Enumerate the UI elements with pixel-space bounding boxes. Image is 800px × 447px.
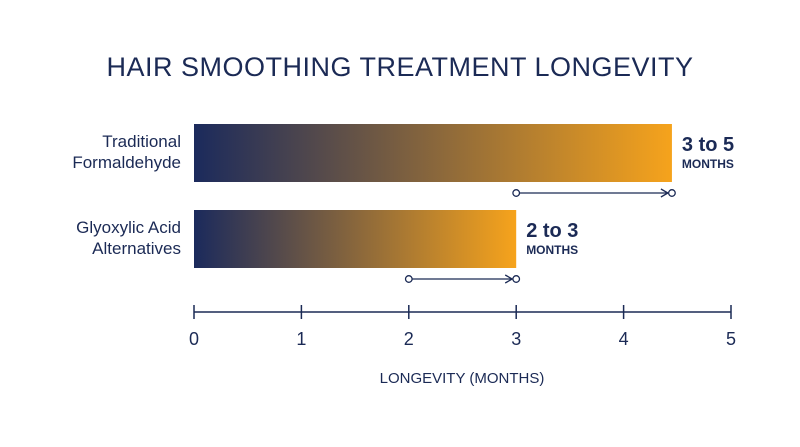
chart-title: HAIR SMOOTHING TREATMENT LONGEVITY: [106, 52, 693, 82]
x-tick-label: 1: [296, 329, 306, 349]
range-end-marker: [512, 275, 521, 283]
x-tick-label: 5: [726, 329, 736, 349]
range-start-marker: [512, 189, 521, 197]
range-arrow-head: [504, 274, 514, 284]
category-label-line: Glyoxylic Acid: [76, 218, 181, 237]
category-label-line: Formaldehyde: [72, 153, 181, 172]
category-label-line: Traditional: [102, 132, 181, 151]
x-tick-label: 0: [189, 329, 199, 349]
category-label-line: Alternatives: [92, 239, 181, 258]
range-arrow-head: [660, 188, 670, 198]
x-axis: 0 1 2 3 4 5: [189, 305, 736, 349]
category-labels-layer: Traditional Formaldehyde Glyoxylic Acid Alt…: [72, 132, 181, 258]
x-ticks-layer: 0 1 2 3 4 5: [189, 305, 736, 349]
range-start-marker: [404, 275, 413, 283]
category-label: Glyoxylic Acid Alternatives: [76, 218, 181, 258]
bar: [194, 210, 517, 268]
x-axis-title: LONGEVITY (MONTHS): [380, 370, 545, 387]
bar: [194, 124, 672, 182]
range-end-marker: [667, 189, 676, 197]
category-label: Traditional Formaldehyde: [72, 132, 181, 172]
range-arrows-layer: [404, 188, 676, 284]
range-unit-label: MONTHS: [526, 243, 578, 257]
bars-layer: [194, 124, 672, 268]
range-label: 3 to 5: [682, 134, 734, 156]
x-tick-label: 4: [619, 329, 629, 349]
x-tick-label: 3: [511, 329, 521, 349]
range-unit-label: MONTHS: [682, 157, 734, 171]
range-label: 2 to 3: [526, 220, 578, 242]
x-tick-label: 2: [404, 329, 414, 349]
